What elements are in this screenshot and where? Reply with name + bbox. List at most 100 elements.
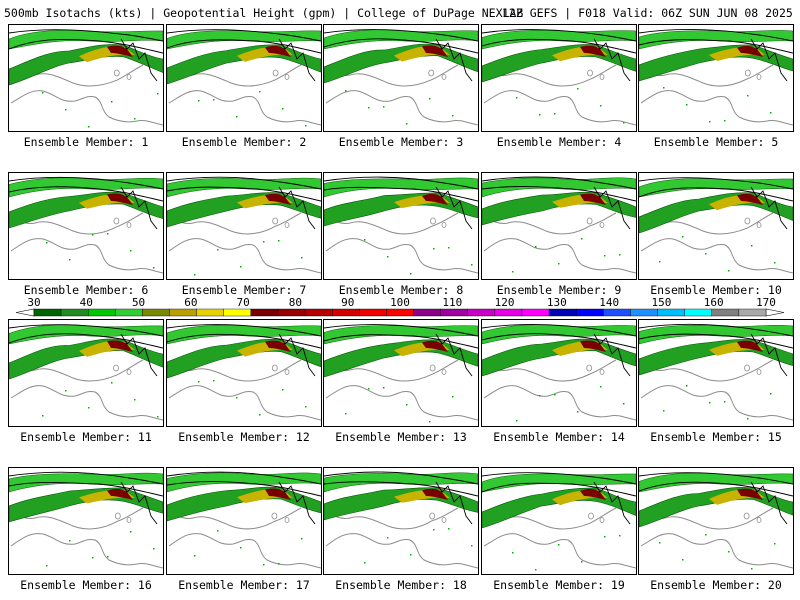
colorbar-svg: 30 40 50 60 70 80 90 100 110 120 130 140 150 160 170 xyxy=(15,297,785,317)
isolated-isotach-speck xyxy=(387,256,389,258)
jet-core-80kt xyxy=(737,45,763,57)
isolated-isotach-speck xyxy=(774,262,776,264)
colorbar-segment xyxy=(630,308,658,317)
ensemble-member-label: Ensemble Member: 3 xyxy=(338,135,464,149)
isolated-isotach-speck xyxy=(278,563,280,565)
member-map-svg xyxy=(167,471,321,569)
height-contour xyxy=(324,324,478,337)
colorbar-segment xyxy=(115,308,143,317)
height-contour xyxy=(639,177,793,190)
member-map-svg xyxy=(482,176,636,274)
lake-outline xyxy=(441,369,447,375)
height-contour xyxy=(278,38,316,82)
isolated-isotach-speck xyxy=(236,116,238,118)
lake-outline xyxy=(756,517,762,523)
isolated-isotach-speck xyxy=(107,233,109,235)
member-map-svg xyxy=(167,29,321,127)
isolated-isotach-speck xyxy=(709,121,711,123)
colorbar-segment xyxy=(33,308,62,317)
ensemble-member-map xyxy=(481,319,637,427)
colorbar-segment xyxy=(548,308,577,317)
lake-outline xyxy=(126,369,132,375)
ensemble-member-map xyxy=(638,24,794,132)
height-contour xyxy=(750,333,788,377)
jet-isotach-band xyxy=(167,486,321,522)
ensemble-member-map xyxy=(8,24,164,132)
colorbar-tick-label: 170 xyxy=(756,297,776,309)
isolated-isotach-speck xyxy=(682,559,684,561)
height-contour xyxy=(167,176,321,190)
ensemble-member-label: Ensemble Member: 18 xyxy=(335,578,467,592)
isolated-isotach-speck xyxy=(554,394,556,396)
height-contour xyxy=(482,482,636,497)
isolated-isotach-speck xyxy=(130,250,132,252)
lake-outline xyxy=(113,364,119,372)
isolated-isotach-speck xyxy=(770,393,772,395)
jet-core-80kt xyxy=(107,45,133,57)
colorbar-segment xyxy=(521,308,550,317)
isolated-isotach-speck xyxy=(198,100,200,102)
coastline xyxy=(325,212,478,274)
isolated-isotach-speck xyxy=(345,90,347,92)
isolated-isotach-speck xyxy=(69,540,71,542)
jet-core-80kt xyxy=(737,340,763,352)
height-contour xyxy=(120,333,158,377)
isolated-isotach-speck xyxy=(153,548,155,550)
member-map-svg xyxy=(167,324,321,421)
height-contour xyxy=(593,38,631,82)
height-contour xyxy=(750,481,788,525)
jet-core-80kt xyxy=(422,193,448,205)
isolated-isotach-speck xyxy=(282,389,284,391)
ensemble-member-label: Ensemble Member: 1 xyxy=(23,135,149,149)
height-contour xyxy=(482,333,636,349)
height-contour xyxy=(482,38,636,54)
ensemble-member-label: Ensemble Member: 16 xyxy=(20,578,152,592)
isolated-isotach-speck xyxy=(448,528,450,530)
member-map-svg xyxy=(324,176,478,275)
isolated-isotach-speck xyxy=(301,257,303,259)
isolated-isotach-speck xyxy=(65,390,67,392)
isolated-isotach-speck xyxy=(682,236,684,238)
ensemble-member-map xyxy=(166,172,322,280)
colorbar-tick-label: 150 xyxy=(651,297,671,309)
isolated-isotach-speck xyxy=(429,421,431,423)
height-contour xyxy=(9,29,163,42)
member-map-svg xyxy=(639,472,793,570)
isolated-isotach-speck xyxy=(659,261,661,263)
height-contour xyxy=(482,176,636,190)
isolated-isotach-speck xyxy=(770,112,772,114)
height-contour xyxy=(324,186,478,202)
isolated-isotach-speck xyxy=(345,413,347,415)
height-contour xyxy=(750,38,788,82)
isolated-isotach-speck xyxy=(111,101,113,103)
height-contour xyxy=(120,481,158,525)
ensemble-member-label: Ensemble Member: 6 xyxy=(23,283,149,297)
ensemble-member-map xyxy=(323,319,479,427)
height-contour xyxy=(167,471,321,485)
height-contour xyxy=(435,333,473,377)
height-contour xyxy=(9,38,163,54)
isolated-isotach-speck xyxy=(88,407,90,409)
isolated-isotach-speck xyxy=(663,410,665,412)
isolated-isotach-speck xyxy=(259,414,261,416)
lake-outline xyxy=(429,512,436,520)
jet-isotach-band xyxy=(9,191,163,229)
isolated-isotach-speck xyxy=(157,416,159,418)
ensemble-member-map xyxy=(323,172,479,280)
isolated-isotach-speck xyxy=(111,382,113,384)
northern-isotach-band xyxy=(639,30,793,50)
isolated-isotach-speck xyxy=(577,411,579,413)
colorbar-segment xyxy=(386,308,414,317)
isolated-isotach-speck xyxy=(42,92,44,94)
lake-outline xyxy=(599,74,605,80)
isolated-isotach-speck xyxy=(623,403,625,405)
height-contour xyxy=(9,482,163,497)
isolated-isotach-speck xyxy=(747,95,749,97)
colorbar-tick-label: 160 xyxy=(704,297,724,309)
height-contour xyxy=(278,481,316,525)
isolated-isotach-speck xyxy=(600,386,602,388)
isolated-isotach-speck xyxy=(600,105,602,107)
isolated-isotach-speck xyxy=(236,397,238,399)
height-contour xyxy=(9,471,163,485)
jet-core-80kt xyxy=(737,488,763,500)
